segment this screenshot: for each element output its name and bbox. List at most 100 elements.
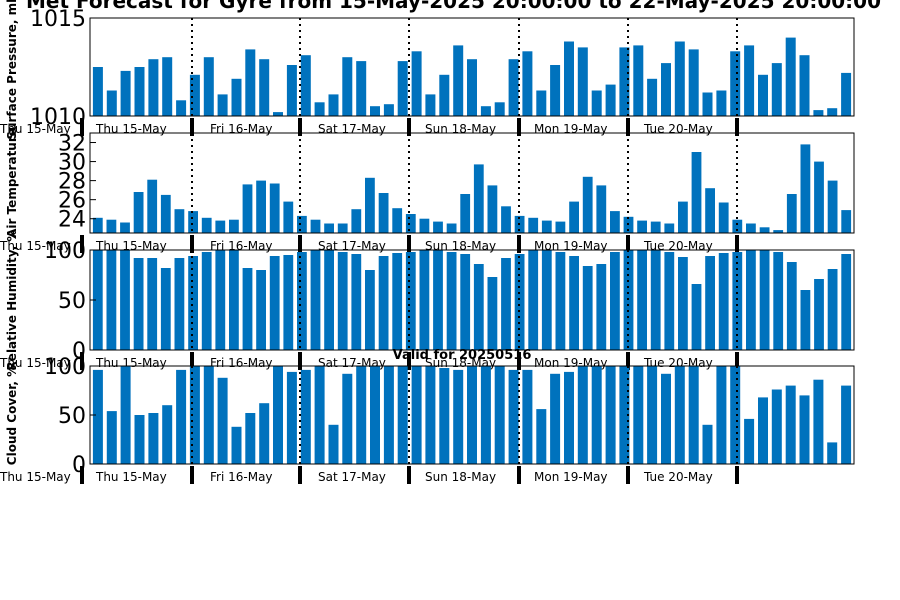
bar — [460, 254, 471, 350]
bar — [716, 90, 727, 116]
bar — [664, 252, 675, 350]
x-day-label: Mon 19-May — [534, 470, 608, 484]
bar — [577, 366, 588, 464]
bar — [480, 106, 491, 116]
bar — [174, 209, 185, 233]
bar — [691, 152, 702, 233]
bar — [351, 209, 362, 233]
bar — [134, 415, 145, 464]
x-day-label: Sun 18-May — [425, 470, 496, 484]
x-day-label: Thu 15-May — [95, 239, 167, 253]
bar — [705, 256, 715, 350]
bar — [460, 194, 471, 233]
bar — [446, 223, 457, 233]
bar — [106, 219, 117, 233]
x-day-label: Fri 16-May — [210, 470, 273, 484]
bar — [259, 59, 270, 116]
bar — [446, 252, 457, 350]
bar — [827, 269, 838, 350]
bar — [841, 385, 852, 464]
bar — [564, 371, 574, 464]
bar — [550, 373, 561, 464]
bar — [541, 220, 552, 233]
bar — [351, 254, 362, 350]
bar — [661, 63, 671, 116]
bar — [256, 270, 266, 350]
bar — [433, 221, 443, 233]
bar — [453, 369, 464, 464]
bar — [814, 279, 824, 350]
bar — [286, 65, 297, 116]
bar — [814, 161, 824, 233]
bar — [650, 221, 661, 233]
bar — [189, 74, 200, 116]
bar — [188, 211, 198, 233]
bar — [473, 264, 484, 350]
y-tick-label: 28 — [58, 170, 86, 195]
x-day-label: Thu 15-May — [0, 356, 71, 370]
bar — [541, 250, 552, 350]
bar — [405, 252, 416, 350]
bar — [133, 258, 144, 350]
bar — [453, 45, 464, 116]
bar — [162, 57, 173, 116]
bar — [785, 385, 796, 464]
bar — [147, 258, 158, 350]
bar — [841, 210, 852, 233]
bar — [536, 409, 547, 464]
bar — [514, 254, 525, 350]
bar — [176, 100, 187, 116]
bar — [148, 59, 159, 116]
bar — [528, 250, 539, 350]
bar — [501, 258, 511, 350]
bar — [203, 57, 214, 116]
bar — [392, 208, 403, 233]
bar — [688, 366, 699, 464]
bar — [342, 373, 353, 464]
bar — [425, 94, 436, 116]
y-tick-label: 26 — [58, 189, 86, 214]
bar — [370, 106, 380, 116]
bar — [337, 223, 348, 233]
bar — [841, 254, 852, 350]
bar — [297, 215, 307, 233]
bar — [494, 102, 505, 116]
bar — [678, 257, 688, 350]
y-axis-label: Relative Humidity, % — [5, 230, 19, 371]
bar — [487, 277, 498, 350]
bar — [596, 264, 607, 350]
bar — [134, 67, 145, 116]
bar — [242, 184, 253, 233]
bar — [310, 219, 321, 233]
bar — [744, 418, 755, 464]
bar — [365, 270, 375, 350]
bar — [550, 65, 561, 116]
bar — [564, 41, 574, 116]
bar — [120, 250, 130, 350]
bar — [536, 90, 547, 116]
bar — [702, 424, 713, 464]
bar — [633, 366, 644, 464]
x-day-label: Thu 15-May — [0, 122, 71, 136]
y-tick-label: 32 — [58, 132, 86, 157]
bar — [591, 90, 602, 116]
bar — [231, 426, 242, 464]
bar — [759, 250, 770, 350]
bar — [619, 47, 630, 116]
bar — [702, 92, 713, 116]
bar — [92, 250, 103, 350]
bar — [569, 201, 579, 233]
bar — [378, 193, 389, 233]
bar — [813, 379, 824, 464]
bar — [160, 194, 171, 233]
bar — [383, 104, 394, 116]
bar — [405, 214, 416, 233]
bar — [120, 70, 131, 116]
bar — [245, 413, 256, 464]
bar — [501, 206, 511, 233]
bar — [174, 258, 185, 350]
bar — [356, 61, 367, 116]
